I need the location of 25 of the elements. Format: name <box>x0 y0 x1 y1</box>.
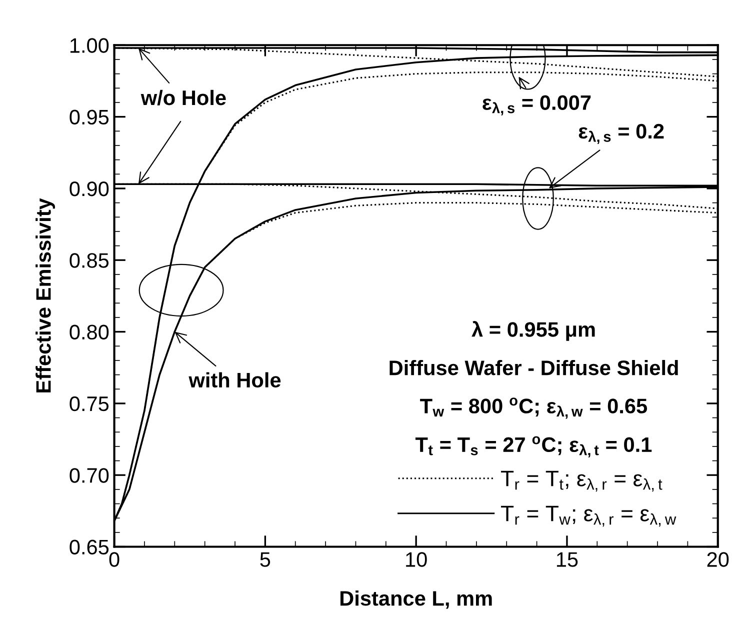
text: T$_{t}$ = T$_{s}$ = 27 $^{o}$C; ε$_{λ,t}$ = 0.1 <box>415 436 652 458</box>
annotation: with Hole <box>188 372 281 388</box>
y-tick-label: 0.75 <box>70 396 109 412</box>
y-tick-label: 0.70 <box>70 468 109 483</box>
x-tick-label: 15 <box>556 552 578 567</box>
legend-label: T$_{r}$ = T$_{t}$; ε$_{λ,r}$ = ε$_{λ,t}$ <box>501 470 662 492</box>
legend-label: T$_{r}$ = T$_{w}$; ε$_{λ,r}$ = ε$_{λ,w}$ <box>501 506 676 527</box>
y-tick-label: 0.80 <box>70 324 109 340</box>
y-axis-title: Effective Emissivity <box>36 198 55 392</box>
x-tick-label: 0 <box>109 552 120 567</box>
x-tick-label: 5 <box>260 552 270 567</box>
x-tick-label: 10 <box>406 552 427 567</box>
annotation: T$_{w}$ = 800 $^{o}$C; ε$_{λ,w}$ = 0.65 <box>420 398 648 419</box>
annotation: λ = 0.955 μm <box>472 321 595 341</box>
y-tick-label: 0.65 <box>70 540 109 554</box>
x-axis-title: Distance L, mm <box>340 590 492 609</box>
annotation: ε$_{λ,s}$ = 0.007 <box>482 95 591 116</box>
y-tick-label: 0.95 <box>70 110 109 125</box>
y-tick-label: 0.85 <box>70 253 109 268</box>
annotation: w/o Hole <box>140 90 226 106</box>
annotation: ε$_{λ,s}$ = 0.2 <box>578 124 664 144</box>
y-tick-label: 0.90 <box>70 181 109 196</box>
annotation: Diffuse Wafer - Diffuse Shield <box>390 360 678 376</box>
y-tick-label: 1.00 <box>70 38 109 53</box>
x-tick-label: 20 <box>707 552 729 567</box>
